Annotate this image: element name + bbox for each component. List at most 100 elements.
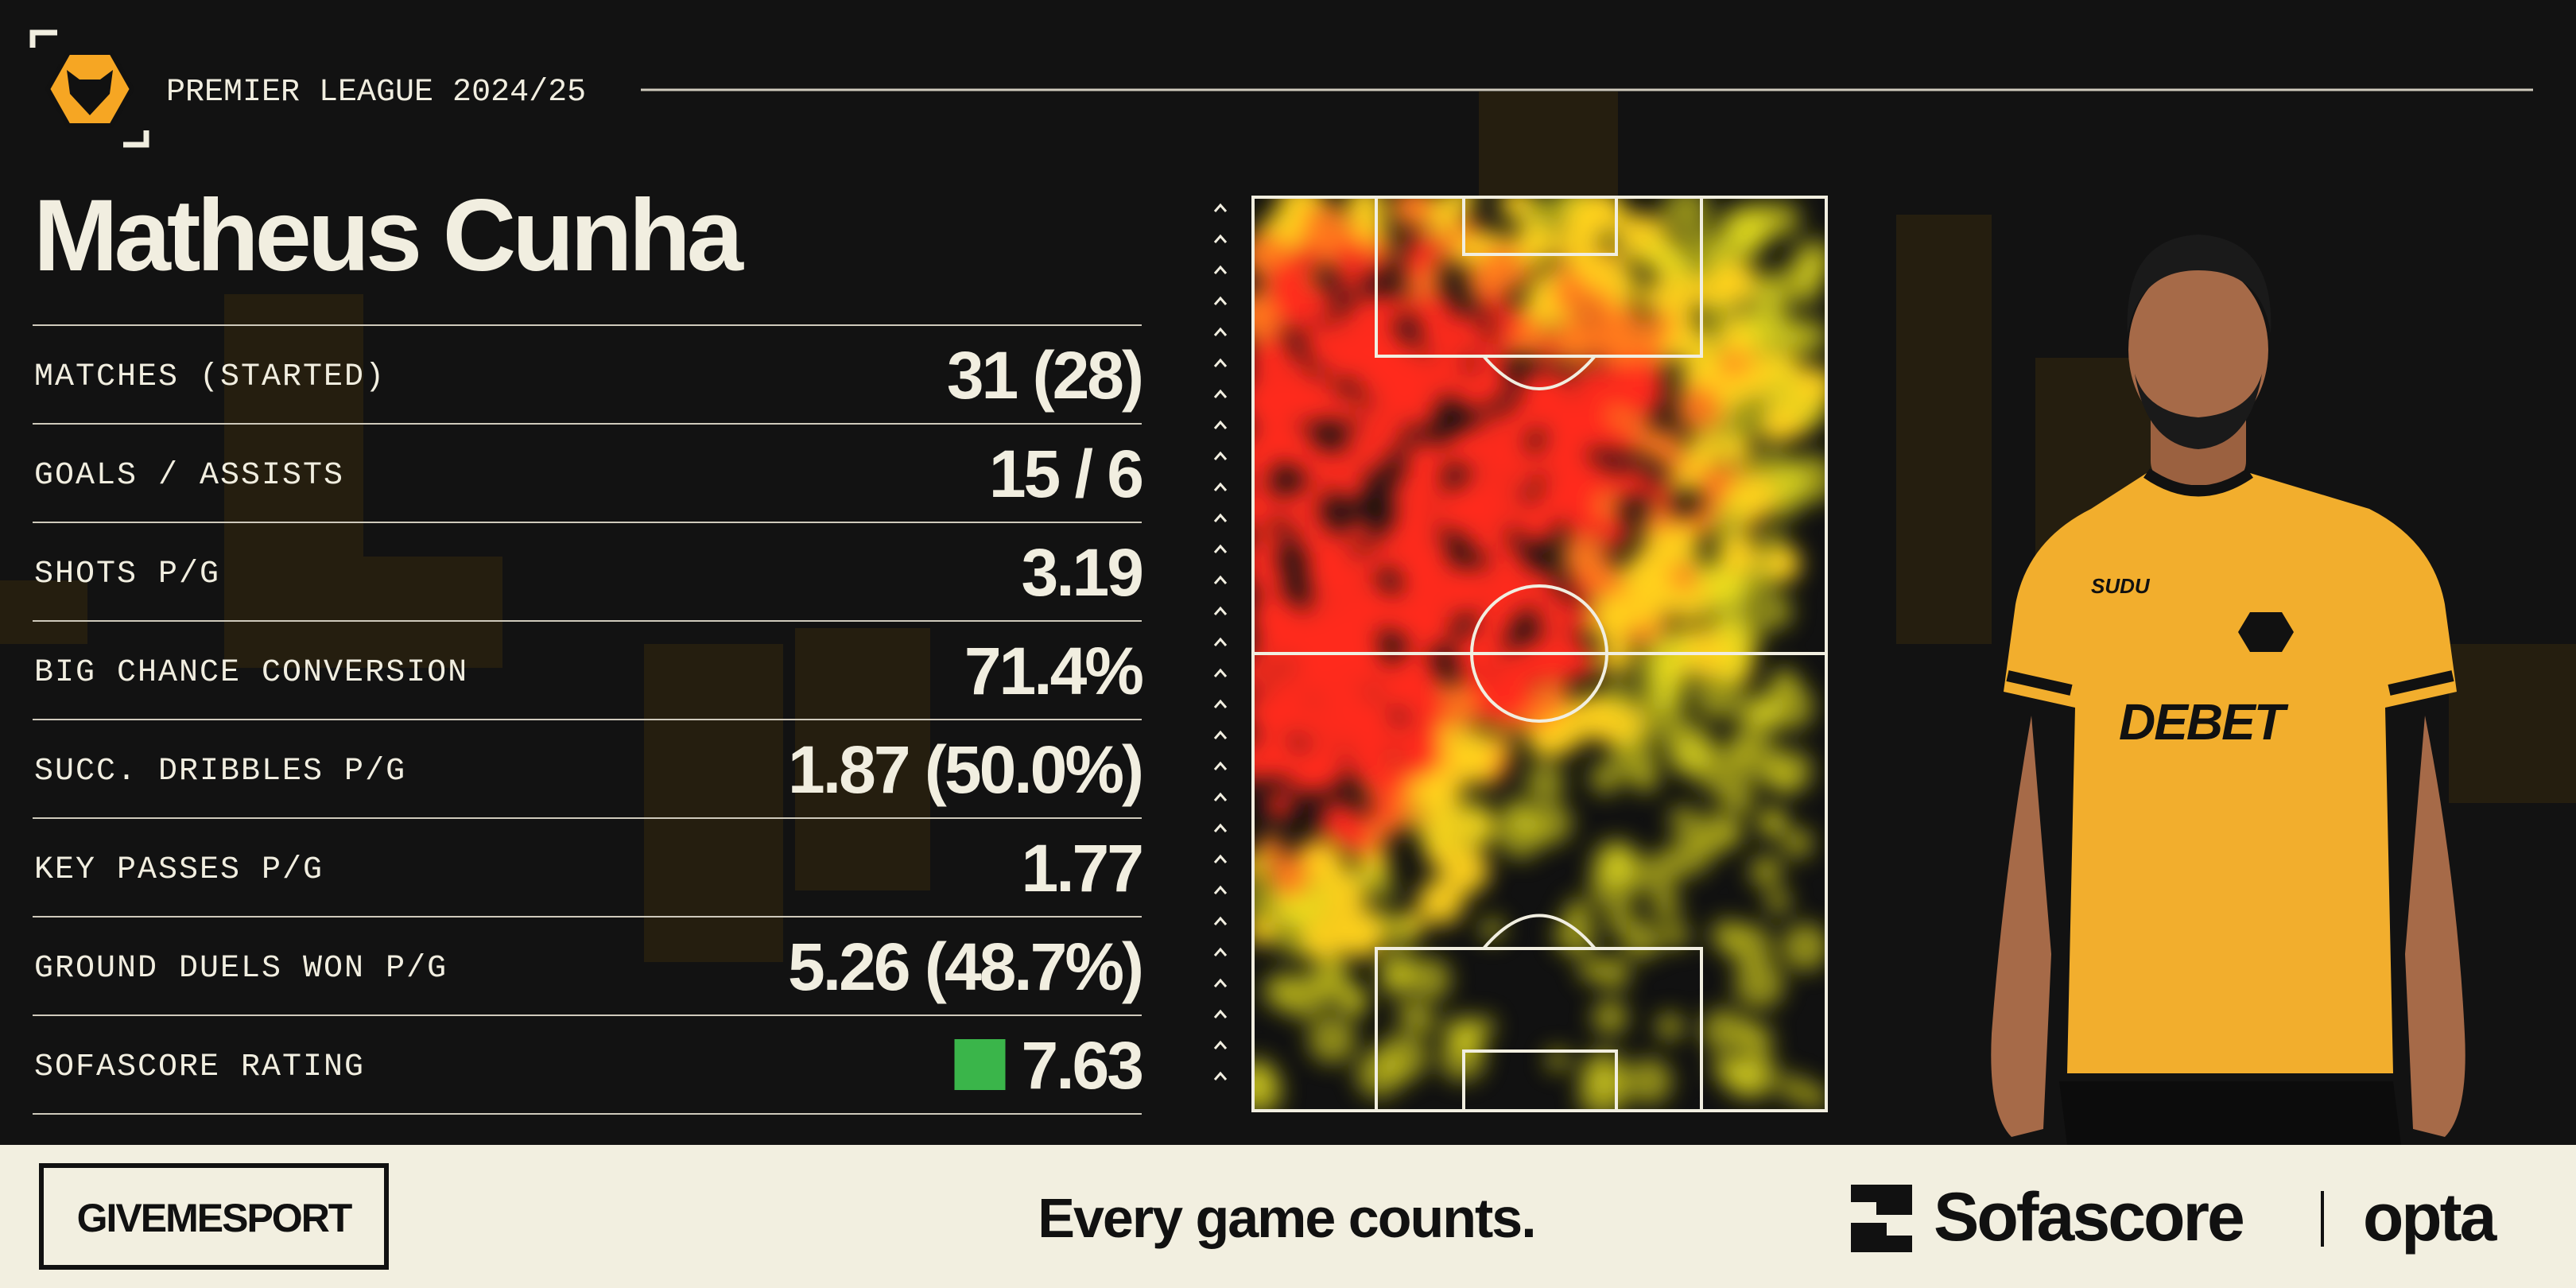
heat-spot — [1701, 1008, 1745, 1053]
six-yard-top — [1462, 196, 1618, 256]
stat-value: 3.19 — [1022, 535, 1143, 610]
heat-spot — [1305, 448, 1345, 487]
heat-spot — [1368, 797, 1395, 825]
heat-spot — [1457, 729, 1494, 766]
heat-spot — [1592, 999, 1628, 1035]
heat-spot — [1418, 293, 1454, 329]
chevron — [1213, 730, 1228, 739]
chevron — [1213, 1071, 1228, 1080]
heat-spot — [1757, 809, 1787, 839]
partner: Sofascore — [1934, 1179, 2243, 1255]
heat-spot — [1662, 921, 1690, 949]
heat-spot — [1302, 204, 1348, 250]
heat-spot — [1578, 956, 1604, 982]
rating-badge — [954, 1039, 1006, 1090]
heat-spot — [1465, 814, 1495, 844]
arc-bottom — [1482, 914, 1596, 950]
stat-label: MATCHES (STARTED) — [34, 359, 386, 395]
heat-spot — [1546, 1048, 1569, 1072]
heat-spot — [1591, 700, 1618, 727]
bg-bar — [363, 557, 502, 668]
heat-spot — [1391, 197, 1434, 230]
heat-spot — [1271, 358, 1314, 402]
heat-spot — [1647, 479, 1675, 507]
heat-spot — [1692, 812, 1736, 855]
heat-spot — [1562, 646, 1595, 678]
heat-spot — [1742, 1024, 1774, 1056]
heat-spot — [1332, 245, 1366, 279]
heat-spot — [1686, 432, 1722, 468]
heat-spot — [1641, 237, 1680, 275]
heat-spot — [1749, 855, 1783, 888]
stat-label: SHOTS P/G — [34, 557, 220, 592]
heat-spot — [1724, 207, 1770, 252]
heat-spot — [1717, 492, 1751, 525]
brand-box — [39, 1163, 389, 1270]
heat-spot — [1736, 698, 1777, 739]
heat-spot — [1372, 877, 1396, 901]
heat-spot — [1647, 310, 1675, 339]
heat-spot — [1259, 565, 1287, 592]
heat-spot — [1570, 247, 1602, 280]
stat-value: 15 / 6 — [989, 436, 1142, 511]
heat-spot — [1552, 277, 1586, 312]
stat-label: BIG CHANCE CONVERSION — [34, 655, 468, 691]
heat-spot — [1467, 530, 1493, 556]
heat-spot — [1331, 813, 1371, 852]
chevron — [1213, 916, 1228, 925]
heat-spot — [1653, 677, 1686, 709]
league-title: PREMIER LEAGUE 2024/25 — [166, 75, 586, 111]
chevron — [1213, 823, 1228, 832]
chevron — [1213, 482, 1228, 491]
heat-spot — [1695, 355, 1727, 387]
shirt-sponsor: DEBET — [2119, 693, 2289, 751]
stat-value: 5.26 (48.7%) — [788, 929, 1142, 1004]
heat-spot — [1781, 923, 1826, 971]
stat-label: GROUND DUELS WON P/G — [34, 951, 448, 987]
heat-spot — [1458, 377, 1492, 411]
heat-spot — [1769, 750, 1813, 793]
pitch-lines — [1251, 196, 1828, 1112]
right-arm — [2405, 716, 2465, 1137]
heat-spot — [1792, 366, 1826, 406]
heat-spot — [1782, 828, 1813, 859]
stats-table: MATCHES (STARTED) 31 (28) GOALS / ASSISTS 1… — [33, 324, 1145, 1115]
heat-spot — [1761, 415, 1790, 444]
heat-spot — [1567, 518, 1591, 541]
bg-bar — [0, 580, 87, 644]
heat-spot — [1262, 417, 1297, 452]
heat-spot — [1764, 545, 1801, 583]
sleeve-trim — [2006, 670, 2454, 696]
heat-spot — [1302, 910, 1352, 960]
heat-spot — [1332, 728, 1355, 752]
heat-spot — [1451, 704, 1474, 727]
chevron — [1213, 296, 1228, 305]
heat-spot — [1253, 598, 1287, 637]
stat-value: 7.63 — [1022, 1028, 1143, 1103]
heat-spot — [1320, 337, 1363, 380]
heat-spot — [1718, 533, 1760, 576]
heat-spot — [1543, 486, 1576, 518]
heat-spot — [1308, 748, 1333, 773]
heat-spot — [1631, 594, 1665, 627]
heat-spot — [1451, 475, 1502, 526]
chevron — [1213, 668, 1228, 677]
heat-spot — [1742, 366, 1775, 398]
heat-spot — [1253, 692, 1281, 731]
partner-logo — [1851, 1185, 1912, 1252]
heat-spot — [1391, 502, 1440, 552]
chevron — [1213, 451, 1228, 460]
heat-spot — [1571, 366, 1604, 398]
centre-circle — [1470, 584, 1608, 723]
heat-spot — [1409, 471, 1447, 508]
heat-spot — [1529, 801, 1573, 845]
shirt-badge — [2238, 612, 2294, 652]
stat-value: 71.4% — [964, 634, 1143, 708]
hair — [2127, 235, 2271, 334]
heat-spot — [1253, 914, 1276, 945]
heat-spot — [1337, 910, 1386, 958]
heat-spot — [1597, 517, 1629, 549]
heat-spot — [1802, 1084, 1826, 1110]
heat-spot — [1565, 603, 1595, 633]
